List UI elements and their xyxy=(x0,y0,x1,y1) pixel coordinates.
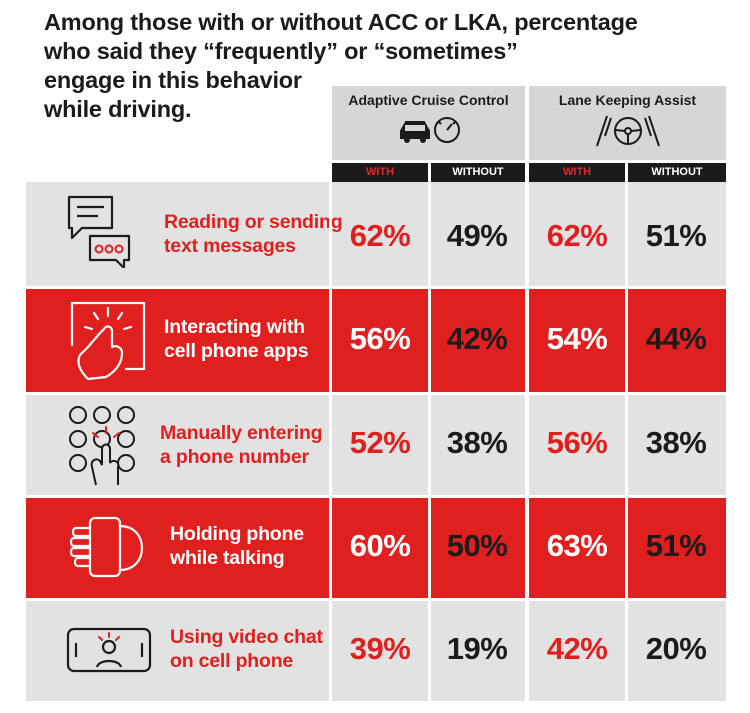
value-acc-without: 38% xyxy=(446,425,508,460)
value-acc-with: 60% xyxy=(349,528,411,563)
subheader-lka-with: WITH xyxy=(529,163,625,182)
chat-bubbles-icon xyxy=(67,195,131,268)
row-label: Interacting with cell phone apps xyxy=(164,315,309,363)
value-lka-without: 51% xyxy=(645,218,707,253)
row-label-line: Manually entering xyxy=(160,422,323,444)
value-lka-with: 56% xyxy=(546,425,608,460)
title-line: Among those with or without ACC or LKA, … xyxy=(44,9,638,35)
column-divider xyxy=(625,163,628,701)
row-label-line: Interacting with xyxy=(164,316,305,338)
row-label: Using video chat on cell phone xyxy=(170,625,323,673)
title-line: who said they “frequently” or “sometimes… xyxy=(44,38,518,64)
row-label-line: Reading or sending xyxy=(164,211,343,233)
value-lka-without: 38% xyxy=(645,425,707,460)
hand-holding-phone-icon xyxy=(69,516,144,578)
value-acc-with: 56% xyxy=(349,321,411,356)
row-label-line: a phone number xyxy=(160,446,309,468)
value-lka-without: 20% xyxy=(645,631,707,666)
row-label: Reading or sending text messages xyxy=(164,210,343,258)
title-line: while driving. xyxy=(44,96,192,122)
finger-tap-icon xyxy=(70,301,146,381)
table-row: Interacting with cell phone apps 56% 42%… xyxy=(26,289,726,392)
subheader-acc-without: WITHOUT xyxy=(431,163,525,182)
value-lka-with: 62% xyxy=(546,218,608,253)
value-lka-without: 44% xyxy=(645,321,707,356)
value-lka-without: 51% xyxy=(645,528,707,563)
value-acc-without: 49% xyxy=(446,218,508,253)
video-chat-icon xyxy=(66,627,152,673)
car-speedometer-icon xyxy=(400,117,460,143)
subheader-acc-with: WITH xyxy=(332,163,428,182)
table-row: Reading or sending text messages 62% 49%… xyxy=(26,182,726,286)
chart-title: Among those with or without ACC or LKA, … xyxy=(44,8,684,124)
row-label-line: text messages xyxy=(164,235,296,257)
row-label: Manually entering a phone number xyxy=(160,421,323,469)
column-divider xyxy=(428,163,431,701)
row-label-line: Using video chat xyxy=(170,626,323,648)
table-row: Manually entering a phone number 52% 38%… xyxy=(26,395,726,495)
value-acc-with: 62% xyxy=(349,218,411,253)
group-name: Lane Keeping Assist xyxy=(558,92,697,108)
value-lka-with: 42% xyxy=(546,631,608,666)
row-label-line: Holding phone xyxy=(170,523,304,545)
value-acc-without: 50% xyxy=(446,528,508,563)
value-lka-with: 54% xyxy=(546,321,608,356)
value-acc-without: 19% xyxy=(446,631,508,666)
subheader-lka-without: WITHOUT xyxy=(628,163,726,182)
group-name: Adaptive Cruise Control xyxy=(348,92,509,108)
value-lka-with: 63% xyxy=(546,528,608,563)
column-divider xyxy=(525,163,529,701)
keypad-icon xyxy=(69,406,135,486)
row-label-line: while talking xyxy=(170,547,285,569)
title-line: engage in this behavior xyxy=(44,67,302,93)
row-label-line: cell phone apps xyxy=(164,340,309,362)
table-row: Using video chat on cell phone 39% 19% 4… xyxy=(26,601,726,701)
row-label-line: on cell phone xyxy=(170,650,294,672)
value-acc-with: 39% xyxy=(349,631,411,666)
value-acc-with: 52% xyxy=(349,425,411,460)
table-row: Holding phone while talking 60% 50% 63% … xyxy=(26,498,726,598)
row-label: Holding phone while talking xyxy=(170,522,304,570)
column-divider xyxy=(329,163,332,701)
value-acc-without: 42% xyxy=(446,321,508,356)
steering-wheel-lanes-icon xyxy=(596,115,660,147)
group-header-lka: Lane Keeping Assist xyxy=(529,86,726,160)
group-header-acc: Adaptive Cruise Control xyxy=(332,86,525,160)
